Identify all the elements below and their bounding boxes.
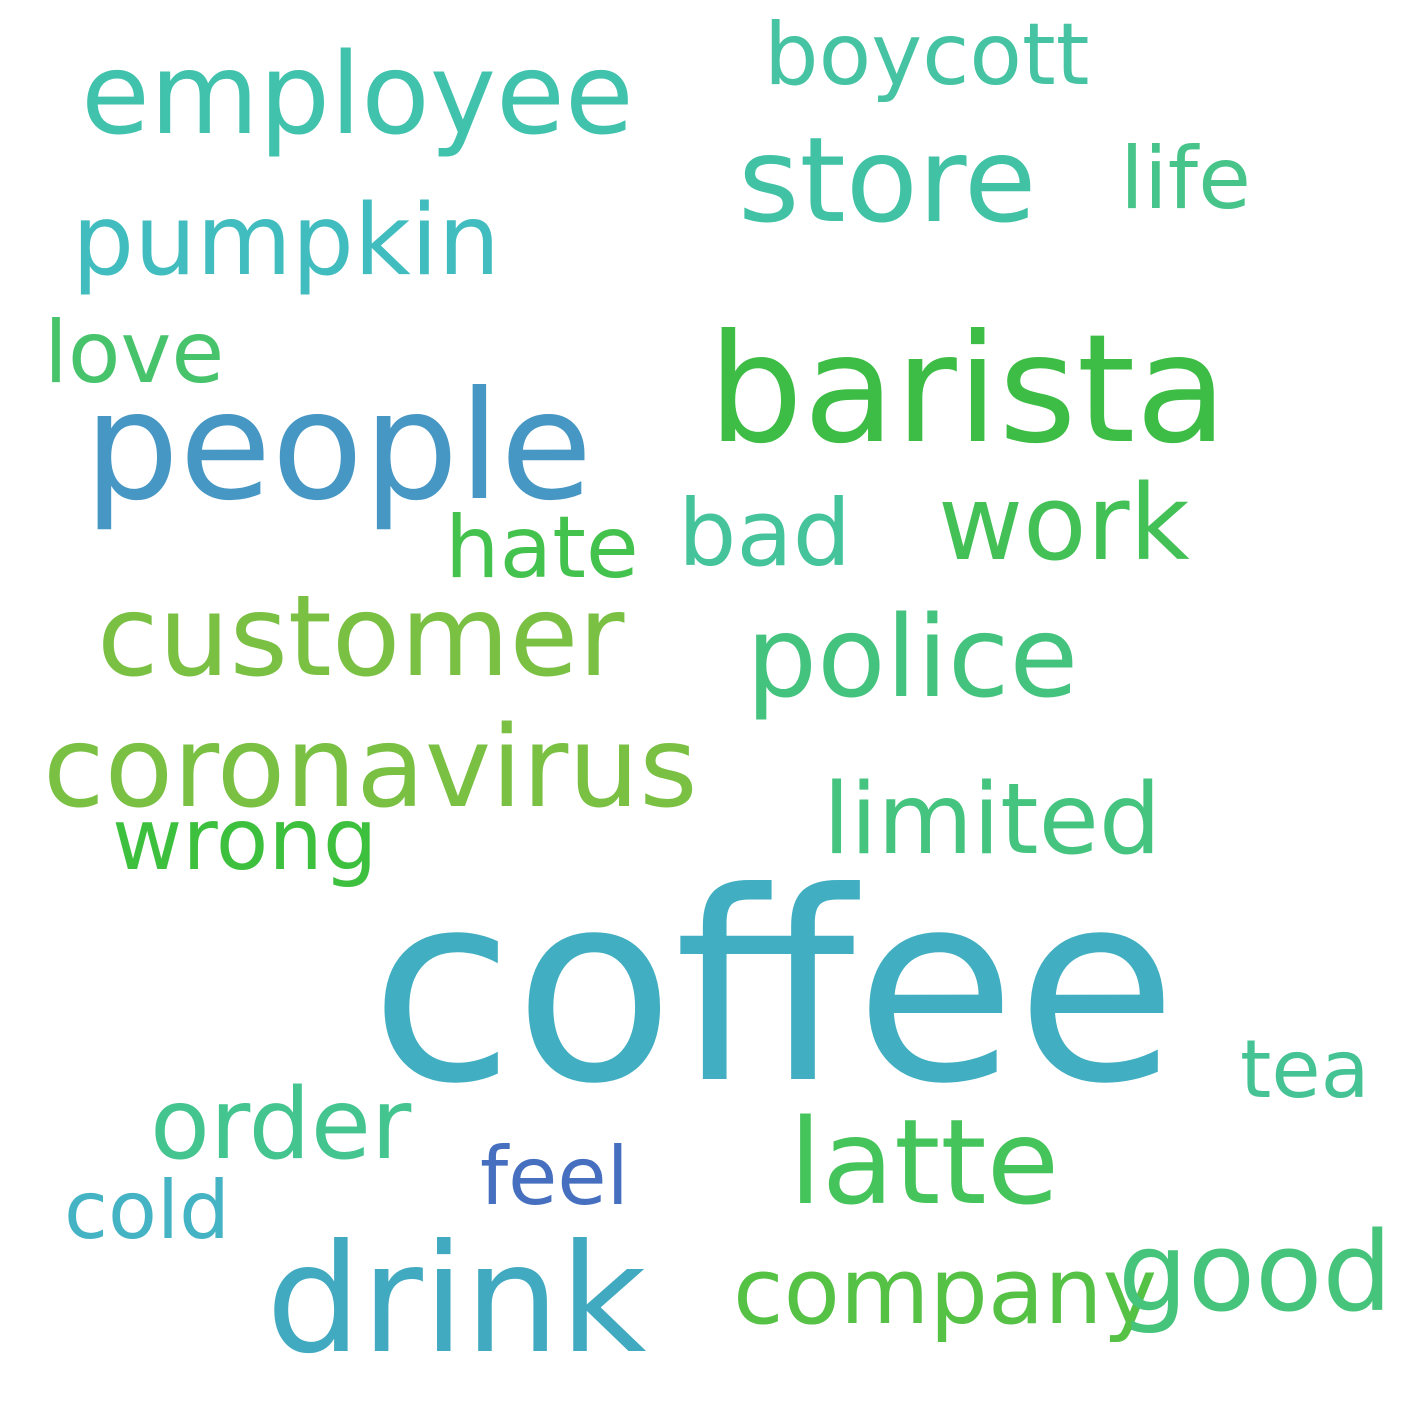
word-wrong: wrong (112, 790, 378, 890)
word-love: love (44, 303, 225, 403)
word-hate: hate (445, 498, 639, 598)
word-police: police (746, 593, 1079, 723)
word-company: company (733, 1238, 1158, 1345)
word-coronavirus: coronavirus (43, 703, 698, 833)
word-pumpkin: pumpkin (72, 184, 501, 298)
word-store: store (738, 111, 1037, 249)
word-cold: cold (64, 1164, 230, 1257)
word-good: good (1118, 1208, 1393, 1336)
word-coffee: coffee (370, 836, 1178, 1141)
word-drink: drink (266, 1213, 647, 1387)
word-latte: latte (789, 1093, 1060, 1231)
word-work: work (938, 462, 1190, 584)
word-people: people (84, 360, 593, 534)
word-boycott: boycott (764, 5, 1090, 105)
word-life: life (1120, 129, 1251, 229)
word-feel: feel (480, 1130, 629, 1223)
word-employee: employee (81, 30, 634, 160)
word-order: order (150, 1068, 412, 1182)
word-customer: customer (97, 572, 625, 702)
word-limited: limited (823, 763, 1162, 877)
word-bad: bad (678, 480, 852, 587)
word-barista: barista (708, 303, 1228, 477)
word-tea: tea (1240, 1023, 1370, 1116)
